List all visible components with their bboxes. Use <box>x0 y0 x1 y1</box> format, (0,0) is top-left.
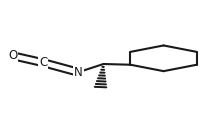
Text: N: N <box>74 66 83 79</box>
Text: O: O <box>8 49 17 62</box>
Text: C: C <box>39 56 48 69</box>
